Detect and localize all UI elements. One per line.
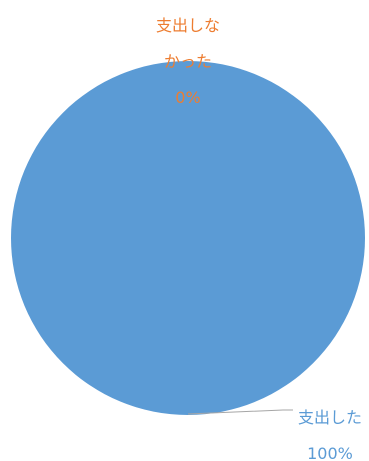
slice-label-not-spent-percent: 0% (175, 88, 200, 107)
leader-lines (187, 409, 293, 415)
leader-line-spent (187, 409, 293, 415)
pie-slice-spent (11, 61, 365, 415)
slice-label-not-spent: 支出しな かった 0% (156, 16, 220, 107)
slice-label-spent-percent: 100% (307, 444, 353, 461)
slice-label-spent: 支出した 100% (298, 408, 362, 461)
slice-label-not-spent-name-line1: 支出しな (156, 16, 220, 35)
slice-label-spent-name: 支出した (298, 408, 362, 427)
pie-slices (11, 61, 365, 415)
slice-label-not-spent-name-line2: かった (164, 52, 212, 71)
